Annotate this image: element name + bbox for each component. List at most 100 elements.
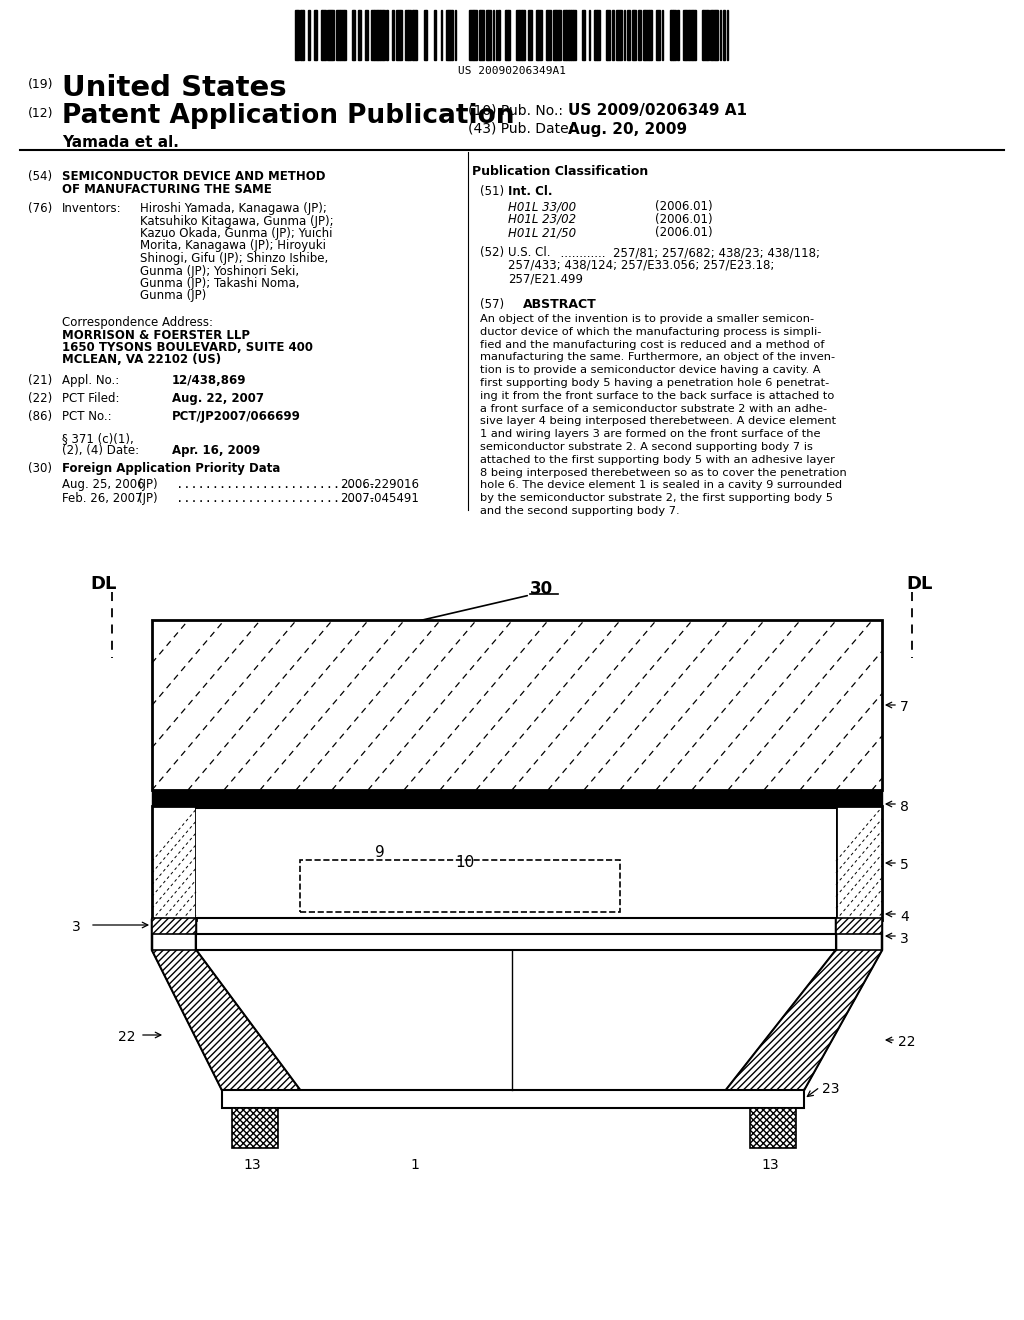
Text: (10) Pub. No.:: (10) Pub. No.:	[468, 103, 563, 117]
Bar	[301, 11, 303, 59]
Bar	[570, 11, 573, 59]
Text: (54): (54)	[28, 170, 52, 183]
Bar	[395, 11, 399, 59]
Text: 12/438,869: 12/438,869	[172, 374, 247, 387]
Bar	[547, 11, 551, 59]
Bar	[527, 11, 531, 59]
Bar	[413, 11, 416, 59]
Text: Shinogi, Gifu (JP); Shinzo Ishibe,: Shinogi, Gifu (JP); Shinzo Ishibe,	[140, 252, 329, 265]
Text: 3: 3	[900, 932, 908, 946]
Bar	[671, 11, 673, 59]
Bar	[684, 11, 686, 59]
Text: 4: 4	[900, 909, 908, 924]
Bar	[573, 11, 575, 59]
Bar	[538, 11, 542, 59]
Text: ............................: ............................	[162, 478, 376, 491]
Bar	[627, 11, 630, 59]
Text: Aug. 20, 2009: Aug. 20, 2009	[568, 121, 687, 137]
Bar	[358, 11, 361, 59]
Text: sive layer 4 being interposed therebetween. A device element: sive layer 4 being interposed therebetwe…	[480, 416, 837, 426]
Text: fied and the manufacturing cost is reduced and a method of: fied and the manufacturing cost is reduc…	[480, 339, 824, 350]
Bar	[677, 11, 679, 59]
Text: first supporting body 5 having a penetration hole 6 penetrat-: first supporting body 5 having a penetra…	[480, 378, 829, 388]
Text: (86): (86)	[28, 411, 52, 422]
Bar	[582, 11, 584, 59]
Bar	[537, 11, 538, 59]
Bar	[449, 11, 450, 59]
Bar	[374, 11, 377, 59]
Bar	[508, 11, 510, 59]
Text: attached to the first supporting body 5 with an adhesive layer: attached to the first supporting body 5 …	[480, 455, 835, 465]
Text: PCT/JP2007/066699: PCT/JP2007/066699	[172, 411, 301, 422]
Text: 1: 1	[411, 1158, 420, 1172]
Text: ............................: ............................	[162, 492, 376, 506]
Bar	[683, 11, 684, 59]
Bar	[710, 11, 712, 59]
Text: 23: 23	[822, 1082, 840, 1096]
Text: H01L 23/02: H01L 23/02	[508, 213, 577, 226]
Text: (22): (22)	[28, 392, 52, 405]
Text: ............  257/81; 257/682; 438/23; 438/118;: ............ 257/81; 257/682; 438/23; 43…	[508, 246, 820, 259]
Polygon shape	[726, 920, 882, 1090]
Bar	[196, 935, 836, 950]
Bar	[638, 11, 639, 59]
Text: 2006-229016: 2006-229016	[340, 478, 419, 491]
Bar	[624, 11, 625, 59]
Text: a front surface of a semiconductor substrate 2 with an adhe-: a front surface of a semiconductor subst…	[480, 404, 827, 413]
Bar	[365, 11, 368, 59]
Bar	[336, 11, 340, 59]
Bar	[694, 11, 696, 59]
Bar	[689, 11, 691, 59]
Bar	[480, 11, 484, 59]
Text: United States: United States	[62, 74, 287, 102]
Bar	[386, 11, 388, 59]
Text: DL: DL	[91, 576, 117, 593]
Bar	[519, 11, 521, 59]
Bar	[506, 11, 508, 59]
Text: (57): (57)	[480, 298, 504, 312]
Bar	[612, 11, 614, 59]
Bar	[327, 11, 329, 59]
Bar	[424, 11, 426, 59]
Bar	[717, 11, 718, 59]
Bar	[606, 11, 609, 59]
Text: 257/433; 438/124; 257/E33.056; 257/E23.18;: 257/433; 438/124; 257/E33.056; 257/E23.1…	[508, 259, 774, 272]
Bar	[692, 11, 694, 59]
Text: (51): (51)	[480, 185, 504, 198]
Bar	[488, 11, 490, 59]
Text: Correspondence Address:: Correspondence Address:	[62, 315, 213, 329]
Text: by the semiconductor substrate 2, the first supporting body 5: by the semiconductor substrate 2, the fi…	[480, 494, 833, 503]
Bar	[485, 11, 488, 59]
Text: (2006.01): (2006.01)	[655, 213, 713, 226]
Bar	[620, 11, 622, 59]
Bar	[712, 11, 715, 59]
Text: H01L 33/00: H01L 33/00	[508, 201, 577, 213]
Bar	[750, 1107, 796, 1148]
Text: (12): (12)	[28, 107, 53, 120]
Bar	[322, 11, 326, 59]
Text: (2006.01): (2006.01)	[655, 226, 713, 239]
Text: 30: 30	[530, 579, 553, 598]
Text: 2007-045491: 2007-045491	[340, 492, 419, 506]
Bar	[450, 11, 452, 59]
Text: 22: 22	[898, 1035, 915, 1049]
Bar	[565, 11, 568, 59]
Bar	[595, 11, 597, 59]
Text: 1650 TYSONS BOULEVARD, SUITE 400: 1650 TYSONS BOULEVARD, SUITE 400	[62, 341, 313, 354]
Text: Gunma (JP); Yoshinori Seki,: Gunma (JP); Yoshinori Seki,	[140, 264, 299, 277]
Bar	[469, 11, 473, 59]
Bar	[597, 11, 599, 59]
Text: DL: DL	[907, 576, 933, 593]
Text: (JP): (JP)	[138, 492, 158, 506]
Bar	[152, 620, 882, 789]
Bar	[553, 11, 555, 59]
Bar	[340, 11, 343, 59]
Text: U.S. Cl.: U.S. Cl.	[508, 246, 551, 259]
Text: PCT No.:: PCT No.:	[62, 411, 112, 422]
Bar	[556, 11, 559, 59]
Bar	[474, 11, 477, 59]
Bar	[297, 11, 299, 59]
Text: Appl. No.:: Appl. No.:	[62, 374, 119, 387]
Text: 22: 22	[118, 1030, 135, 1044]
Text: Publication Classification: Publication Classification	[472, 165, 648, 178]
